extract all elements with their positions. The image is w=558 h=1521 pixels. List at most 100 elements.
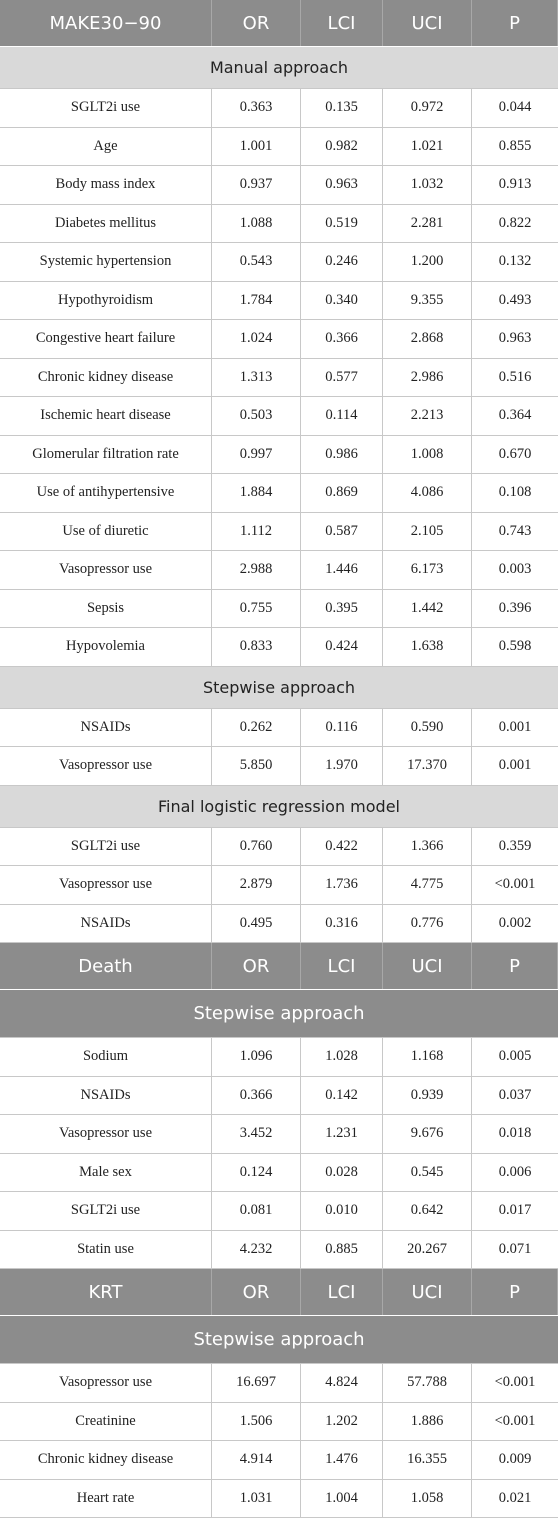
value-cell: 1.366 bbox=[383, 827, 472, 865]
value-cell: 4.086 bbox=[383, 474, 472, 512]
value-cell: <0.001 bbox=[494, 1374, 536, 1391]
header-cell: UCI bbox=[383, 943, 472, 989]
value-cell: 0.972 bbox=[383, 89, 472, 127]
section-title: Stepwise approach bbox=[0, 990, 558, 1038]
value-cell: 1.058 bbox=[383, 1479, 472, 1517]
variable-cell: Glomerular filtration rate bbox=[0, 435, 212, 473]
value-cell: 0.519 bbox=[301, 204, 383, 242]
value-cell: 0.081 bbox=[212, 1192, 301, 1230]
data-row: Vasopressor use 16.697 4.824 57.788 <0.001 bbox=[0, 1364, 558, 1403]
header-cell: KRT bbox=[0, 1269, 212, 1315]
variable-cell: Body mass index bbox=[0, 166, 212, 204]
value-cell: 1.231 bbox=[301, 1115, 383, 1153]
value-cell: 1.008 bbox=[383, 435, 472, 473]
value-cell: 2.213 bbox=[383, 397, 472, 435]
value-cell: 0.246 bbox=[301, 243, 383, 281]
variable-cell: Vasopressor use bbox=[0, 551, 212, 589]
value-cell: 0.543 bbox=[212, 243, 301, 281]
value-cell: 17.370 bbox=[383, 747, 472, 785]
value-cell: 0.760 bbox=[212, 827, 301, 865]
value-cell: 0.114 bbox=[301, 397, 383, 435]
data-row: Diabetes mellitus 1.088 0.519 2.281 0.822 bbox=[0, 204, 558, 243]
header-cell: UCI bbox=[383, 1269, 472, 1315]
value-cell: 2.281 bbox=[383, 204, 472, 242]
value-cell: 0.670 bbox=[498, 445, 532, 462]
value-cell: 0.939 bbox=[383, 1076, 472, 1114]
value-cell: 0.642 bbox=[383, 1192, 472, 1230]
value-cell: 9.676 bbox=[383, 1115, 472, 1153]
variable-cell: Sepsis bbox=[0, 589, 212, 627]
value-cell: 0.003 bbox=[498, 561, 532, 578]
value-cell: 1.031 bbox=[212, 1479, 301, 1517]
value-cell: 1.886 bbox=[383, 1402, 472, 1440]
value-cell: 0.017 bbox=[498, 1202, 532, 1219]
value-cell: 16.697 bbox=[212, 1364, 301, 1402]
header-row: MAKE30−90 OR LCI UCI P bbox=[0, 0, 558, 47]
variable-cell: Chronic kidney disease bbox=[0, 358, 212, 396]
data-row: SGLT2i use 0.081 0.010 0.642 0.017 bbox=[0, 1192, 558, 1231]
data-row: Vasopressor use 5.850 1.970 17.370 0.001 bbox=[0, 747, 558, 786]
value-cell: 0.598 bbox=[498, 638, 532, 655]
variable-cell: Chronic kidney disease bbox=[0, 1441, 212, 1479]
data-row: Age 1.001 0.982 1.021 0.855 bbox=[0, 127, 558, 166]
header-cell: OR bbox=[212, 0, 301, 46]
value-cell: 0.262 bbox=[212, 708, 301, 746]
value-cell: 0.963 bbox=[498, 330, 532, 347]
value-cell: 0.366 bbox=[301, 320, 383, 358]
value-cell: 4.824 bbox=[301, 1364, 383, 1402]
value-cell: 0.516 bbox=[498, 368, 532, 385]
data-row: Systemic hypertension 0.543 0.246 1.200 0.13… bbox=[0, 243, 558, 282]
value-cell: 1.001 bbox=[212, 127, 301, 165]
data-row: Male sex 0.124 0.028 0.545 0.006 bbox=[0, 1153, 558, 1192]
data-row: Vasopressor use 2.879 1.736 4.775 <0.001 bbox=[0, 866, 558, 905]
value-cell: 0.037 bbox=[498, 1086, 532, 1103]
data-row: Chronic kidney disease 1.313 0.577 2.986 0.5… bbox=[0, 358, 558, 397]
value-cell: 0.359 bbox=[498, 837, 532, 854]
data-row: SGLT2i use 0.760 0.422 1.366 0.359 bbox=[0, 827, 558, 866]
data-row: NSAIDs 0.366 0.142 0.939 0.037 bbox=[0, 1076, 558, 1115]
section-title: Stepwise approach bbox=[0, 1316, 558, 1364]
value-cell: 1.506 bbox=[212, 1402, 301, 1440]
value-cell: 0.001 bbox=[498, 718, 532, 735]
header-cell: LCI bbox=[301, 943, 383, 989]
header-cell: MAKE30−90 bbox=[0, 0, 212, 46]
value-cell: 0.395 bbox=[301, 589, 383, 627]
value-cell: 0.366 bbox=[212, 1076, 301, 1114]
value-cell: 0.587 bbox=[301, 512, 383, 550]
value-cell: 1.784 bbox=[212, 281, 301, 319]
value-cell: 0.142 bbox=[301, 1076, 383, 1114]
variable-cell: Statin use bbox=[0, 1230, 212, 1268]
value-cell: 1.028 bbox=[301, 1038, 383, 1076]
variable-cell: SGLT2i use bbox=[0, 89, 212, 127]
value-cell: 0.997 bbox=[212, 435, 301, 473]
data-row: Body mass index 0.937 0.963 1.032 0.913 bbox=[0, 166, 558, 205]
value-cell: 0.776 bbox=[383, 904, 472, 942]
data-row: Vasopressor use 3.452 1.231 9.676 0.018 bbox=[0, 1115, 558, 1154]
value-cell: <0.001 bbox=[494, 1412, 536, 1429]
value-cell: 1.202 bbox=[301, 1402, 383, 1440]
value-cell: 0.116 bbox=[301, 708, 383, 746]
value-cell: 1.884 bbox=[212, 474, 301, 512]
header-cell: Death bbox=[0, 943, 212, 989]
value-cell: 1.088 bbox=[212, 204, 301, 242]
value-cell: 0.316 bbox=[301, 904, 383, 942]
value-cell: 2.988 bbox=[212, 551, 301, 589]
value-cell: 0.986 bbox=[301, 435, 383, 473]
value-cell: 0.855 bbox=[498, 137, 532, 154]
value-cell: 1.004 bbox=[301, 1479, 383, 1517]
value-cell: 20.267 bbox=[383, 1230, 472, 1268]
data-row: Creatinine 1.506 1.202 1.886 <0.001 bbox=[0, 1402, 558, 1441]
value-cell: 0.009 bbox=[498, 1451, 532, 1468]
value-cell: 0.743 bbox=[498, 522, 532, 539]
value-cell: 9.355 bbox=[383, 281, 472, 319]
value-cell: 0.124 bbox=[212, 1153, 301, 1191]
data-row: NSAIDs 0.262 0.116 0.590 0.001 bbox=[0, 708, 558, 747]
data-row: Hypovolemia 0.833 0.424 1.638 0.598 bbox=[0, 628, 558, 667]
variable-cell: Sodium bbox=[0, 1038, 212, 1076]
value-cell: 0.424 bbox=[301, 628, 383, 666]
value-cell: 0.503 bbox=[212, 397, 301, 435]
variable-cell: Congestive heart failure bbox=[0, 320, 212, 358]
data-row: Congestive heart failure 1.024 0.366 2.868 0… bbox=[0, 320, 558, 359]
header-cell: LCI bbox=[301, 0, 383, 46]
value-cell: 0.590 bbox=[383, 708, 472, 746]
